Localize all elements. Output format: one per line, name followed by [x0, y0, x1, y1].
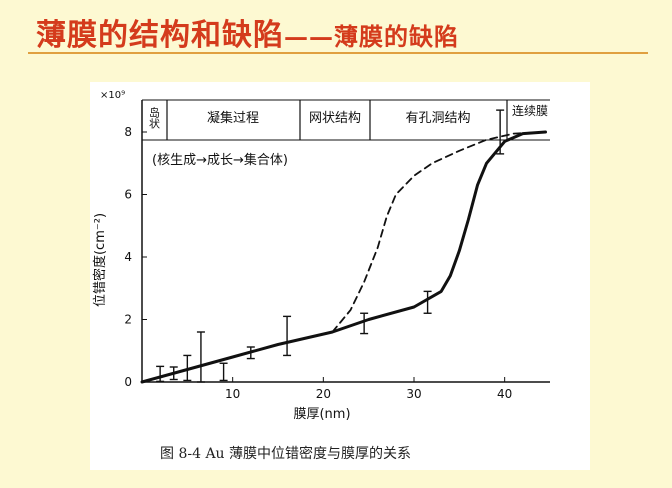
- axis-ticks: 10 20 30 40 0 2 4 6 8: [124, 125, 512, 401]
- title-underline: [28, 52, 648, 54]
- error-bar: [169, 366, 178, 381]
- error-bar: [183, 354, 192, 382]
- error-bar: [196, 331, 205, 383]
- x-tick-label: 40: [497, 387, 512, 401]
- stage-label-island: 岛状: [148, 106, 161, 129]
- x-tick-label: 30: [406, 387, 421, 401]
- x-tick-label: 10: [225, 387, 240, 401]
- y-axis-label: 位错密度(cm⁻²): [92, 213, 108, 307]
- slide-title-dash: ——: [284, 22, 334, 51]
- x-axis-label: 膜厚(nm): [293, 407, 350, 422]
- error-bar: [246, 346, 255, 360]
- stage-label-agglomeration: 凝集过程: [207, 110, 259, 126]
- stage-label-continuous: 连续膜: [512, 103, 548, 118]
- error-bar: [283, 315, 292, 357]
- y-tick-label: 0: [124, 375, 132, 389]
- y-tick-label: 6: [124, 188, 132, 202]
- y-multiplier: ×10⁹: [100, 90, 125, 101]
- error-bar: [423, 290, 432, 314]
- error-bar: [219, 362, 228, 382]
- chart-marks: [140, 109, 547, 384]
- slide-title: 薄膜的结构和缺陷——薄膜的缺陷: [36, 10, 459, 54]
- stage-label-network: 网状结构: [309, 111, 361, 126]
- series-dashed-line: [331, 131, 547, 333]
- y-tick-label: 4: [124, 250, 132, 264]
- y-tick-label: 2: [124, 313, 132, 327]
- stage-note: (核生成→成长→集合体): [152, 152, 288, 168]
- figure-caption: 图 8-4 Au 薄膜中位错密度与膜厚的关系: [160, 446, 412, 462]
- slide-title-main: 薄膜的结构和缺陷: [36, 18, 284, 53]
- figure-panel: 岛状 凝集过程 网状结构 有孔洞结构 连续膜 (核生成→成长→集合体) ×10⁹…: [90, 82, 590, 470]
- error-bar: [360, 312, 369, 335]
- series-solid-line: [140, 130, 547, 384]
- stage-label-holes: 有孔洞结构: [405, 111, 470, 126]
- error-bar: [156, 365, 165, 383]
- slide-subtitle: 薄膜的缺陷: [334, 22, 459, 51]
- chart-svg: 岛状 凝集过程 网状结构 有孔洞结构 连续膜 (核生成→成长→集合体) ×10⁹…: [92, 90, 550, 422]
- x-tick-label: 20: [316, 387, 331, 401]
- y-tick-label: 8: [124, 125, 132, 139]
- error-bar: [496, 109, 505, 155]
